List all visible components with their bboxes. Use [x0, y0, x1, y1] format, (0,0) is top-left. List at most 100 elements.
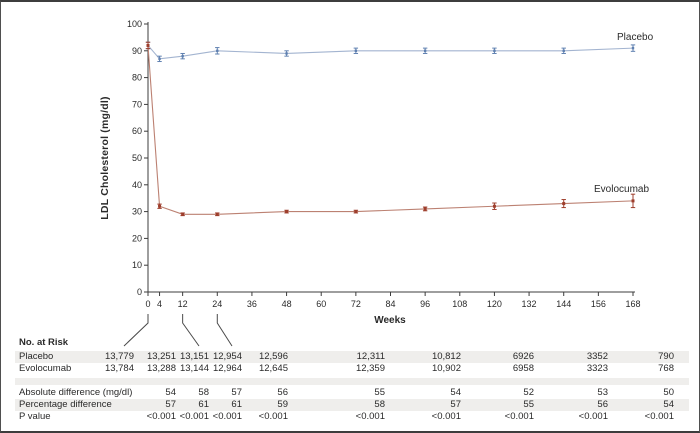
table-cell: <0.001 [146, 411, 176, 422]
x-tick-label: 96 [420, 299, 430, 309]
y-tick-label: 60 [132, 126, 142, 136]
table-cell: 57 [450, 399, 461, 410]
table-connector-line [182, 314, 200, 347]
series-line-evolocumab [147, 45, 634, 215]
table-cell: 55 [374, 387, 385, 398]
table-row: Absolute difference (mg/dl) 54 58 57 56 55 54 5… [15, 387, 689, 399]
table-cell: 61 [231, 399, 242, 410]
table-row: Evolocumab 13,784 13,288 13,144 12,964 12,645… [15, 363, 689, 375]
x-tick-label: 48 [282, 299, 292, 309]
data-point-evolocumab [492, 204, 496, 208]
data-point-placebo [423, 49, 427, 52]
data-point-evolocumab [215, 212, 219, 216]
placebo-series-label: Placebo [617, 32, 654, 43]
table-cell: 12,359 [355, 363, 385, 374]
table-cell: 768 [658, 363, 674, 374]
table-cell: <0.001 [431, 411, 461, 422]
table-cell: <0.001 [179, 411, 209, 422]
table-cell: 3352 [586, 351, 608, 362]
x-tick-label: 60 [316, 299, 326, 309]
table-cell: 6958 [512, 363, 534, 374]
table-cell: 56 [597, 399, 608, 410]
table-row-label: Evolocumab [19, 363, 72, 374]
table-spacer-row [15, 378, 689, 385]
x-tick-label: 168 [625, 299, 640, 309]
table-cell: 10,812 [431, 351, 461, 362]
table-row-label: Placebo [19, 351, 54, 362]
table-cell: 61 [198, 399, 209, 410]
data-point-evolocumab [562, 202, 566, 206]
table-cell: 50 [663, 387, 674, 398]
x-tick-label: 120 [487, 299, 502, 309]
table-cell: 53 [597, 387, 608, 398]
table-row: P value <0.001 <0.001 <0.001 <0.001 <0.001 <0.… [15, 411, 689, 423]
data-point-placebo [493, 49, 496, 52]
data-point-placebo [631, 46, 635, 50]
x-tick-label: 0 [145, 299, 150, 309]
data-point-placebo [181, 54, 184, 58]
table-cell: <0.001 [504, 411, 534, 422]
x-tick-label: 24 [212, 299, 222, 309]
table-connector-line [216, 314, 233, 347]
table-cell: 54 [450, 387, 461, 398]
table-cell: 13,144 [179, 363, 209, 374]
data-point-evolocumab [158, 204, 162, 208]
table-cell: 12,311 [356, 351, 385, 362]
table-row-label: Percentage difference [19, 399, 112, 410]
data-point-placebo [158, 57, 161, 61]
y-tick-label: 100 [127, 19, 142, 29]
table-cell: 12,645 [258, 363, 288, 374]
y-tick-label: 80 [132, 73, 142, 83]
table-cell: 3323 [586, 363, 608, 374]
table-cell: 54 [663, 399, 674, 410]
table-cell: <0.001 [578, 411, 608, 422]
table-cell: 13,251 [146, 351, 176, 362]
table-cell: 12,596 [258, 351, 288, 362]
table-cell: 6926 [512, 351, 534, 362]
table-cell: 52 [523, 387, 534, 398]
table-cell: 54 [165, 387, 176, 398]
y-tick-label: 90 [132, 46, 142, 56]
table-cell: 55 [523, 399, 534, 410]
y-tick-label: 30 [132, 207, 142, 217]
table-cell: <0.001 [258, 411, 288, 422]
x-tick-label: 36 [247, 299, 257, 309]
risk-table-heading: No. at Risk [19, 337, 69, 348]
y-axis-title: LDL Cholesterol (mg/dl) [99, 96, 111, 220]
data-point-evolocumab [285, 210, 289, 214]
table-cell: <0.001 [644, 411, 674, 422]
data-point-placebo [562, 49, 565, 52]
table-cell: 13,288 [146, 363, 176, 374]
series-line-placebo [147, 45, 634, 60]
table-cell: 790 [658, 351, 674, 362]
data-point-placebo [354, 49, 358, 52]
x-tick-label: 84 [385, 299, 395, 309]
table-cell: 56 [277, 387, 288, 398]
x-axis-title: Weeks [374, 315, 406, 326]
x-tick-label: 108 [452, 299, 467, 309]
evolocumab-series-label: Evolocumab [594, 184, 650, 195]
data-point-placebo [216, 49, 219, 52]
table-row-label: P value [19, 411, 51, 422]
table-cell: 12,964 [212, 363, 242, 374]
table-connector-line [123, 314, 149, 347]
data-point-evolocumab [631, 199, 635, 203]
y-tick-label: 10 [132, 260, 142, 270]
data-point-evolocumab [146, 43, 150, 47]
table-row: Percentage difference 57 61 61 59 58 57 55 56 54 [15, 399, 689, 411]
y-tick-label: 20 [132, 233, 142, 243]
table-cell: 12,954 [212, 351, 242, 362]
x-tick-label: 132 [522, 299, 537, 309]
table-cell: <0.001 [355, 411, 385, 422]
data-point-placebo [285, 52, 288, 55]
y-tick-label: 70 [132, 99, 142, 109]
y-tick-label: 0 [137, 287, 142, 297]
y-tick-label: 50 [132, 153, 142, 163]
table-row: Placebo 13,779 13,251 13,151 12,954 12,596 12,… [15, 351, 689, 363]
table-cell: 58 [374, 399, 385, 410]
x-tick-label: 144 [556, 299, 571, 309]
x-tick-label: 12 [178, 299, 188, 309]
table-row-label: Absolute difference (mg/dl) [19, 387, 133, 398]
